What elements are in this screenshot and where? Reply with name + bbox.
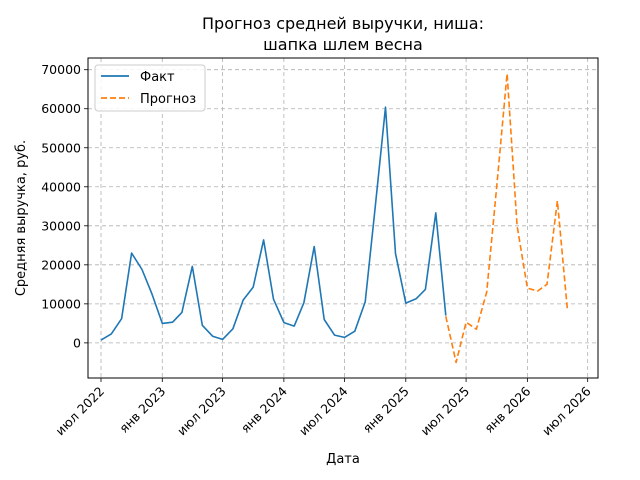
series-line-forecast (445, 72, 569, 364)
y-axis: 0 10000 20000 30000 40000 50000 60000 70000 (41, 62, 88, 350)
legend: Факт Прогноз (94, 64, 206, 112)
x-axis-label: Дата (326, 452, 360, 467)
grid (88, 58, 598, 378)
chart-title-line-1: Прогноз средней выручки, ниша: (202, 14, 484, 33)
y-tick-label: 60000 (41, 101, 81, 116)
y-tick-label: 50000 (41, 140, 81, 155)
legend-label-forecast: Прогноз (140, 92, 196, 107)
plot-lines (100, 72, 569, 364)
y-tick-label: 30000 (41, 218, 81, 233)
y-tick-label: 70000 (41, 62, 81, 77)
y-axis-label: Средняя выручка, руб. (14, 140, 29, 296)
y-tick-label: 20000 (41, 257, 81, 272)
y-tick-label: 40000 (41, 179, 81, 194)
y-tick-label: 0 (73, 335, 81, 350)
plot-frame (87, 57, 599, 379)
chart-title-line-2: шапка шлем весна (263, 35, 423, 54)
legend-label-fact: Факт (140, 70, 175, 85)
series-line-fact (100, 106, 447, 341)
y-tick-label: 10000 (41, 296, 81, 311)
